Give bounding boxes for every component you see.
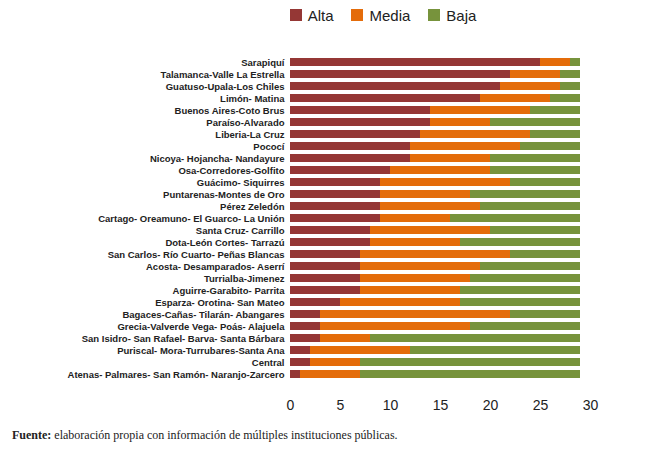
svg-text:Grecia-Valverde Vega- Poás- Al: Grecia-Valverde Vega- Poás- Alajuela (117, 321, 285, 332)
svg-text:Bagaces-Cañas- Tilarán- Abanga: Bagaces-Cañas- Tilarán- Abangares (122, 309, 284, 320)
html-text:Alta: Alta (307, 6, 334, 24)
svg-text:20: 20 (483, 397, 499, 413)
svg-text:Osa-Corredores-Golfito: Osa-Corredores-Golfito (178, 165, 284, 176)
svg-text:Atenas- Palmares- San Ramón- N: Atenas- Palmares- San Ramón- Naranjo-Zar… (68, 369, 285, 380)
svg-text:Talamanca-Valle La Estrella: Talamanca-Valle La Estrella (161, 69, 286, 80)
svg-text:30: 30 (583, 397, 599, 413)
svg-text:0: 0 (287, 397, 295, 413)
html-text:Fuente: elaboración propia con: Fuente: elaboración propia con informaci… (12, 428, 398, 442)
svg-text:Santa Cruz- Carrillo: Santa Cruz- Carrillo (196, 225, 285, 236)
svg-text:San Carlos- Río Cuarto- Peñas: San Carlos- Río Cuarto- Peñas Blancas (108, 249, 285, 260)
svg-text:Cartago- Oreamuno- El Guarco-: Cartago- Oreamuno- El Guarco- La Unión (98, 213, 285, 224)
svg-text:San Isidro- San Rafael- Barva-: San Isidro- San Rafael- Barva- Santa Bár… (82, 333, 285, 344)
svg-text:15: 15 (433, 397, 449, 413)
svg-text:Aguirre-Garabito- Parrita: Aguirre-Garabito- Parrita (173, 285, 286, 296)
svg-text:Dota-León Cortes- Tarrazú: Dota-León Cortes- Tarrazú (165, 237, 284, 248)
svg-text:Guatuso-Upala-Los Chiles: Guatuso-Upala-Los Chiles (166, 81, 285, 92)
svg-text:Guácimo- Siquirres: Guácimo- Siquirres (197, 177, 285, 188)
svg-text:Sarapiquí: Sarapiquí (241, 57, 285, 68)
svg-text:Acosta- Desamparados- Aserrí: Acosta- Desamparados- Aserrí (146, 261, 285, 272)
svg-text:25: 25 (533, 397, 549, 413)
html-text:Baja: Baja (446, 6, 477, 24)
svg-text:Puriscal- Mora-Turrubares-Sant: Puriscal- Mora-Turrubares-Santa Ana (117, 345, 285, 356)
svg-text:Esparza- Orotina- San Mateo: Esparza- Orotina- San Mateo (155, 297, 285, 308)
svg-text:5: 5 (337, 397, 345, 413)
svg-text:Paraíso-Alvarado: Paraíso-Alvarado (206, 117, 284, 128)
svg-text:Nicoya- Hojancha- Nandayure: Nicoya- Hojancha- Nandayure (150, 153, 285, 164)
svg-text:Turrialba-Jimenez: Turrialba-Jimenez (204, 273, 285, 284)
html-text:Media: Media (369, 6, 411, 24)
svg-text:Pérez Zeledón: Pérez Zeledón (220, 201, 285, 212)
svg-text:Buenos Aires-Coto Brus: Buenos Aires-Coto Brus (175, 105, 285, 116)
svg-text:Pococí: Pococí (253, 141, 285, 152)
svg-text:10: 10 (383, 397, 399, 413)
svg-text:Liberia-La Cruz: Liberia-La Cruz (215, 129, 284, 140)
svg-text:Puntarenas-Montes de Oro: Puntarenas-Montes de Oro (163, 189, 285, 200)
svg-text:Limón- Matina: Limón- Matina (220, 93, 285, 104)
svg-text:Central: Central (252, 357, 285, 368)
